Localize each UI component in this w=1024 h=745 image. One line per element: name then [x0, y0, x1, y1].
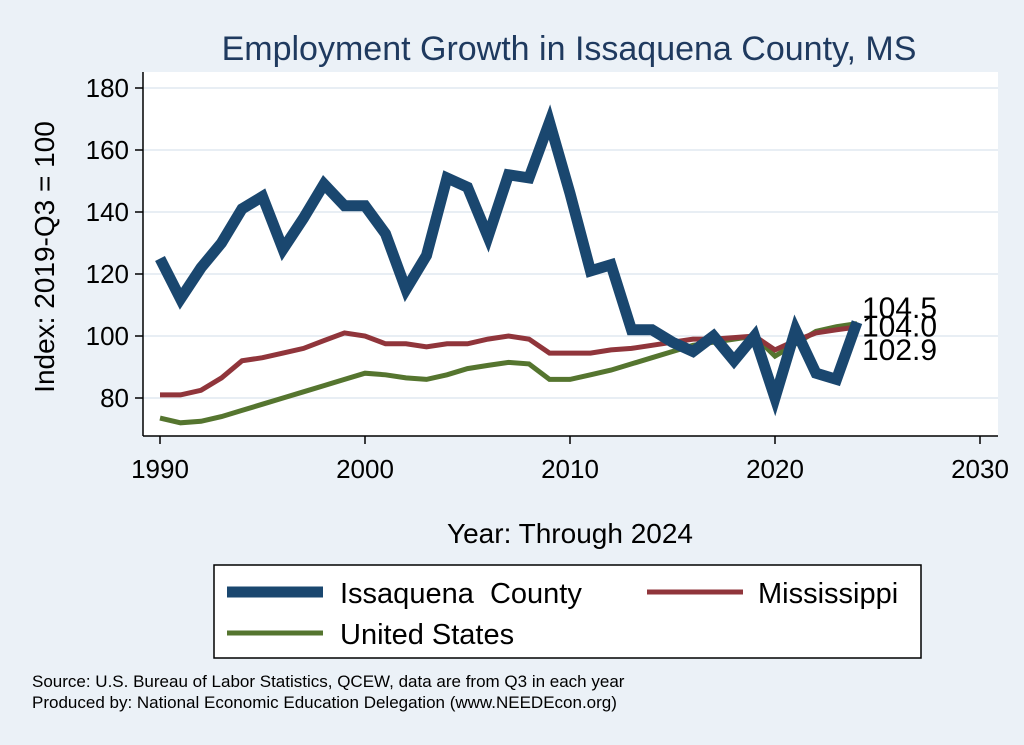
- line-issaquena-county: [155, 104, 863, 417]
- y-axis-title: Index: 2019-Q3 = 100: [29, 121, 60, 393]
- y-tick-label: 160: [86, 135, 129, 165]
- chart-title: Employment Growth in Issaquena County, M…: [222, 30, 917, 68]
- x-tick-label: 1990: [131, 454, 189, 484]
- y-tick-label: 120: [86, 259, 129, 289]
- x-tick-label: 2000: [336, 454, 394, 484]
- legend-label-mississippi: Mississippi: [758, 578, 898, 610]
- axes: 80 100 120 140 160 180 1990 2000 2010 2020 2030: [86, 72, 1009, 484]
- x-tick-label: 2020: [746, 454, 804, 484]
- source-note: Source: U.S. Bureau of Labor Statistics,…: [32, 672, 625, 691]
- x-tick-label: 2030: [951, 454, 1009, 484]
- x-tick-label: 2010: [541, 454, 599, 484]
- y-tick-label: 100: [86, 321, 129, 351]
- legend: Issaquena County Mississippi United Stat…: [213, 564, 922, 659]
- producer-note: Produced by: National Economic Education…: [32, 693, 617, 712]
- line-mississippi: [160, 324, 858, 398]
- end-label-104.0: 104.0: [862, 311, 937, 344]
- series-lines: [155, 104, 863, 426]
- y-tick-label: 80: [100, 383, 129, 413]
- x-axis-title: Year: Through 2024: [447, 518, 693, 549]
- y-tick-label: 140: [86, 197, 129, 227]
- y-tick-label: 180: [86, 73, 129, 103]
- legend-box: [213, 564, 922, 659]
- legend-label-united-states: United States: [340, 619, 514, 651]
- end-label-104.5: 104.5: [862, 292, 937, 325]
- legend-label-issaquena: Issaquena County: [340, 578, 582, 610]
- end-label-102.9: 102.9: [862, 334, 937, 367]
